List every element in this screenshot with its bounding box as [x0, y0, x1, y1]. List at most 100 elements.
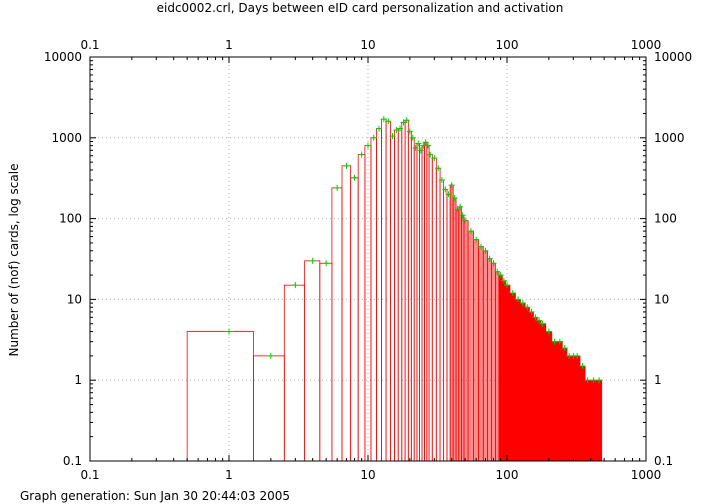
- data-point: [409, 134, 416, 141]
- bar: [428, 154, 433, 462]
- y-tick-label-right: 0.1: [654, 454, 673, 468]
- bar: [376, 128, 382, 462]
- bar: [520, 302, 526, 462]
- data-point: [596, 377, 603, 384]
- data-point: [370, 134, 377, 141]
- data-point: [380, 116, 387, 123]
- y-tick-label-right: 1000: [654, 131, 685, 145]
- data-point: [509, 290, 516, 297]
- bar: [413, 147, 418, 462]
- bar: [463, 219, 469, 462]
- bar: [341, 165, 352, 462]
- bar: [385, 120, 391, 462]
- bar: [596, 379, 603, 462]
- bar: [186, 331, 254, 462]
- data-point: [445, 191, 452, 198]
- x-tick-label-bottom: 0.1: [80, 468, 99, 482]
- y-tick-label-left: 100: [59, 212, 82, 226]
- data-point: [584, 377, 591, 384]
- data-point: [579, 362, 586, 369]
- data-point: [351, 174, 358, 181]
- data-point: [403, 117, 410, 124]
- data-point: [417, 147, 424, 154]
- bar: [529, 311, 534, 462]
- bar: [397, 128, 403, 462]
- data-point: [365, 142, 371, 149]
- bar: [515, 298, 521, 462]
- bar: [283, 284, 306, 462]
- data-point: [486, 255, 493, 262]
- data-point: [504, 282, 510, 289]
- y-tick-label-right: 10000: [654, 50, 692, 64]
- data-point: [532, 314, 539, 321]
- bar: [574, 355, 581, 462]
- data-point: [442, 186, 449, 193]
- chart-title: eidc0002.crl, Days between eID card pers…: [157, 1, 564, 15]
- data-point: [334, 184, 341, 191]
- data-point: [267, 352, 274, 359]
- bar: [439, 179, 445, 462]
- bar: [556, 341, 563, 462]
- bar: [570, 355, 576, 462]
- data-point: [482, 247, 489, 254]
- data-point: [454, 206, 461, 213]
- bar: [446, 193, 451, 462]
- data-point: [448, 182, 455, 189]
- data-point: [393, 126, 400, 133]
- data-point: [473, 236, 480, 243]
- bar: [304, 260, 321, 462]
- data-point: [400, 119, 407, 126]
- data-point: [556, 338, 563, 345]
- x-tick-label-top: 10: [360, 38, 375, 52]
- bar: [545, 331, 553, 462]
- bar: [482, 250, 488, 462]
- data-point: [397, 125, 404, 132]
- bar-series: [186, 118, 603, 462]
- bar: [561, 347, 568, 462]
- data-point: [467, 228, 474, 235]
- bar: [551, 341, 558, 462]
- data-point: [415, 140, 422, 147]
- data-point: [500, 277, 507, 284]
- bar: [404, 119, 409, 462]
- data-point: [519, 300, 526, 307]
- data-point: [412, 144, 419, 151]
- bar: [452, 197, 457, 462]
- bar: [584, 379, 592, 462]
- footer-text: Graph generation: Sun Jan 30 20:44:03 20…: [20, 489, 290, 503]
- point-series: [226, 116, 603, 384]
- data-point: [590, 377, 597, 384]
- data-point: [422, 139, 429, 146]
- data-point: [459, 212, 466, 219]
- data-point: [490, 260, 497, 267]
- data-point: [497, 272, 504, 279]
- bar: [390, 135, 395, 462]
- data-point: [292, 282, 299, 289]
- bar: [449, 184, 454, 462]
- data-point: [385, 118, 392, 125]
- x-tick-label-top: 100: [496, 38, 519, 52]
- data-point: [424, 142, 431, 149]
- data-point: [477, 243, 484, 250]
- bar: [331, 187, 343, 462]
- y-tick-label-left: 1000: [51, 131, 82, 145]
- data-point: [524, 304, 531, 311]
- y-tick-label-left: 0.1: [63, 454, 82, 468]
- bar: [357, 154, 366, 462]
- data-point: [435, 165, 442, 172]
- data-point: [451, 194, 458, 201]
- data-point: [494, 268, 501, 275]
- data-point: [551, 338, 558, 345]
- bar: [467, 230, 474, 462]
- bar: [253, 355, 285, 462]
- data-point: [358, 151, 365, 158]
- data-point: [427, 151, 434, 158]
- bar: [501, 280, 506, 462]
- bar: [394, 129, 399, 462]
- bar: [487, 258, 493, 462]
- data-point: [539, 320, 546, 327]
- x-tick-label-bottom: 1: [225, 468, 233, 482]
- data-point: [528, 308, 535, 315]
